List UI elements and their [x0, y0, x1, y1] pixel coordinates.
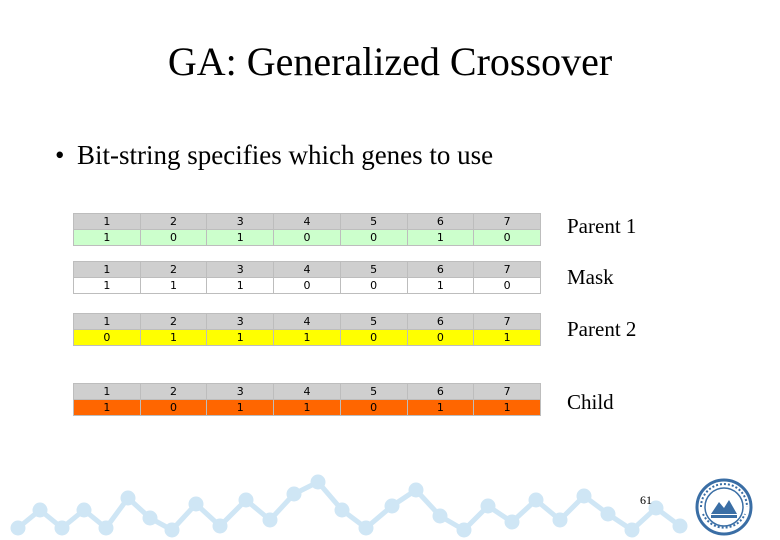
gene-index-cell: 2 [139, 383, 208, 400]
decorative-dots-pattern [10, 474, 688, 538]
gene-index-cell: 4 [273, 261, 341, 278]
slide-title: GA: Generalized Crossover [167, 39, 613, 84]
bit-cell: 1 [206, 277, 275, 294]
bit-cell: 1 [206, 229, 275, 246]
gene-index-cell: 5 [339, 261, 408, 278]
bit-cell: 1 [73, 229, 141, 246]
parent2-label: Parent 2 [567, 317, 637, 341]
bullet-symbol: • [55, 140, 65, 170]
bit-row: 1 1 1 0 0 1 0 [73, 277, 541, 294]
child-table: 1 2 3 4 5 6 7 1 0 1 1 0 1 1 [73, 383, 541, 416]
bit-cell: 1 [73, 399, 141, 416]
bit-cell: 0 [339, 329, 408, 346]
gene-index-cell: 1 [73, 261, 141, 278]
gene-index-cell: 7 [473, 313, 541, 330]
page-number: 61 [640, 493, 652, 507]
gene-index-cell: 5 [339, 383, 408, 400]
bit-cell: 1 [273, 329, 341, 346]
bit-cell: 1 [139, 329, 208, 346]
gene-index-cell: 1 [73, 313, 141, 330]
bit-cell: 1 [406, 229, 475, 246]
bit-cell: 1 [206, 399, 275, 416]
index-row: 1 2 3 4 5 6 7 [73, 313, 541, 330]
gene-index-cell: 7 [473, 383, 541, 400]
bit-cell: 1 [473, 329, 541, 346]
bit-cell: 0 [406, 329, 475, 346]
gene-index-cell: 4 [273, 313, 341, 330]
parent2-table: 1 2 3 4 5 6 7 0 1 1 1 0 0 1 [73, 313, 541, 346]
bit-cell: 0 [339, 277, 408, 294]
bit-cell: 0 [473, 229, 541, 246]
gene-index-cell: 3 [206, 313, 275, 330]
index-row: 1 2 3 4 5 6 7 [73, 213, 541, 230]
bit-row: 1 0 1 0 0 1 0 [73, 229, 541, 246]
bullet-text: Bit-string specifies which genes to use [77, 140, 494, 170]
child-label: Child [567, 390, 614, 414]
parent1-label: Parent 1 [567, 214, 637, 238]
bit-cell: 0 [73, 329, 141, 346]
bit-cell: 1 [406, 277, 475, 294]
gene-index-cell: 7 [473, 261, 541, 278]
bit-cell: 0 [273, 277, 341, 294]
gene-index-cell: 4 [273, 213, 341, 230]
bit-cell: 1 [206, 329, 275, 346]
mask-table: 1 2 3 4 5 6 7 1 1 1 0 0 1 0 [73, 261, 541, 294]
gene-index-cell: 4 [273, 383, 341, 400]
gene-index-cell: 6 [406, 213, 475, 230]
gene-index-cell: 2 [139, 213, 208, 230]
gene-index-cell: 3 [206, 213, 275, 230]
bullet-point: • Bit-string specifies which genes to use [55, 140, 493, 171]
bit-cell: 0 [339, 229, 408, 246]
gene-index-cell: 2 [139, 313, 208, 330]
index-row: 1 2 3 4 5 6 7 [73, 383, 541, 400]
bit-row: 0 1 1 1 0 0 1 [73, 329, 541, 346]
gene-index-cell: 6 [406, 383, 475, 400]
gene-index-cell: 2 [139, 261, 208, 278]
bit-cell: 0 [273, 229, 341, 246]
mask-label: Mask [567, 265, 614, 289]
gene-index-cell: 7 [473, 213, 541, 230]
gene-index-cell: 1 [73, 213, 141, 230]
bit-cell: 1 [473, 399, 541, 416]
bit-cell: 1 [73, 277, 141, 294]
bit-cell: 0 [473, 277, 541, 294]
bit-cell: 1 [406, 399, 475, 416]
bit-cell: 0 [139, 229, 208, 246]
bit-cell: 1 [139, 277, 208, 294]
bit-row: 1 0 1 1 0 1 1 [73, 399, 541, 416]
bit-cell: 0 [339, 399, 408, 416]
index-row: 1 2 3 4 5 6 7 [73, 261, 541, 278]
gene-index-cell: 6 [406, 261, 475, 278]
gene-index-cell: 3 [206, 383, 275, 400]
gene-index-cell: 1 [73, 383, 141, 400]
bit-cell: 1 [273, 399, 341, 416]
bit-cell: 0 [139, 399, 208, 416]
university-seal-icon [695, 478, 753, 536]
gene-index-cell: 5 [339, 313, 408, 330]
gene-index-cell: 6 [406, 313, 475, 330]
gene-index-cell: 3 [206, 261, 275, 278]
gene-index-cell: 5 [339, 213, 408, 230]
parent1-table: 1 2 3 4 5 6 7 1 0 1 0 0 1 0 [73, 213, 541, 246]
